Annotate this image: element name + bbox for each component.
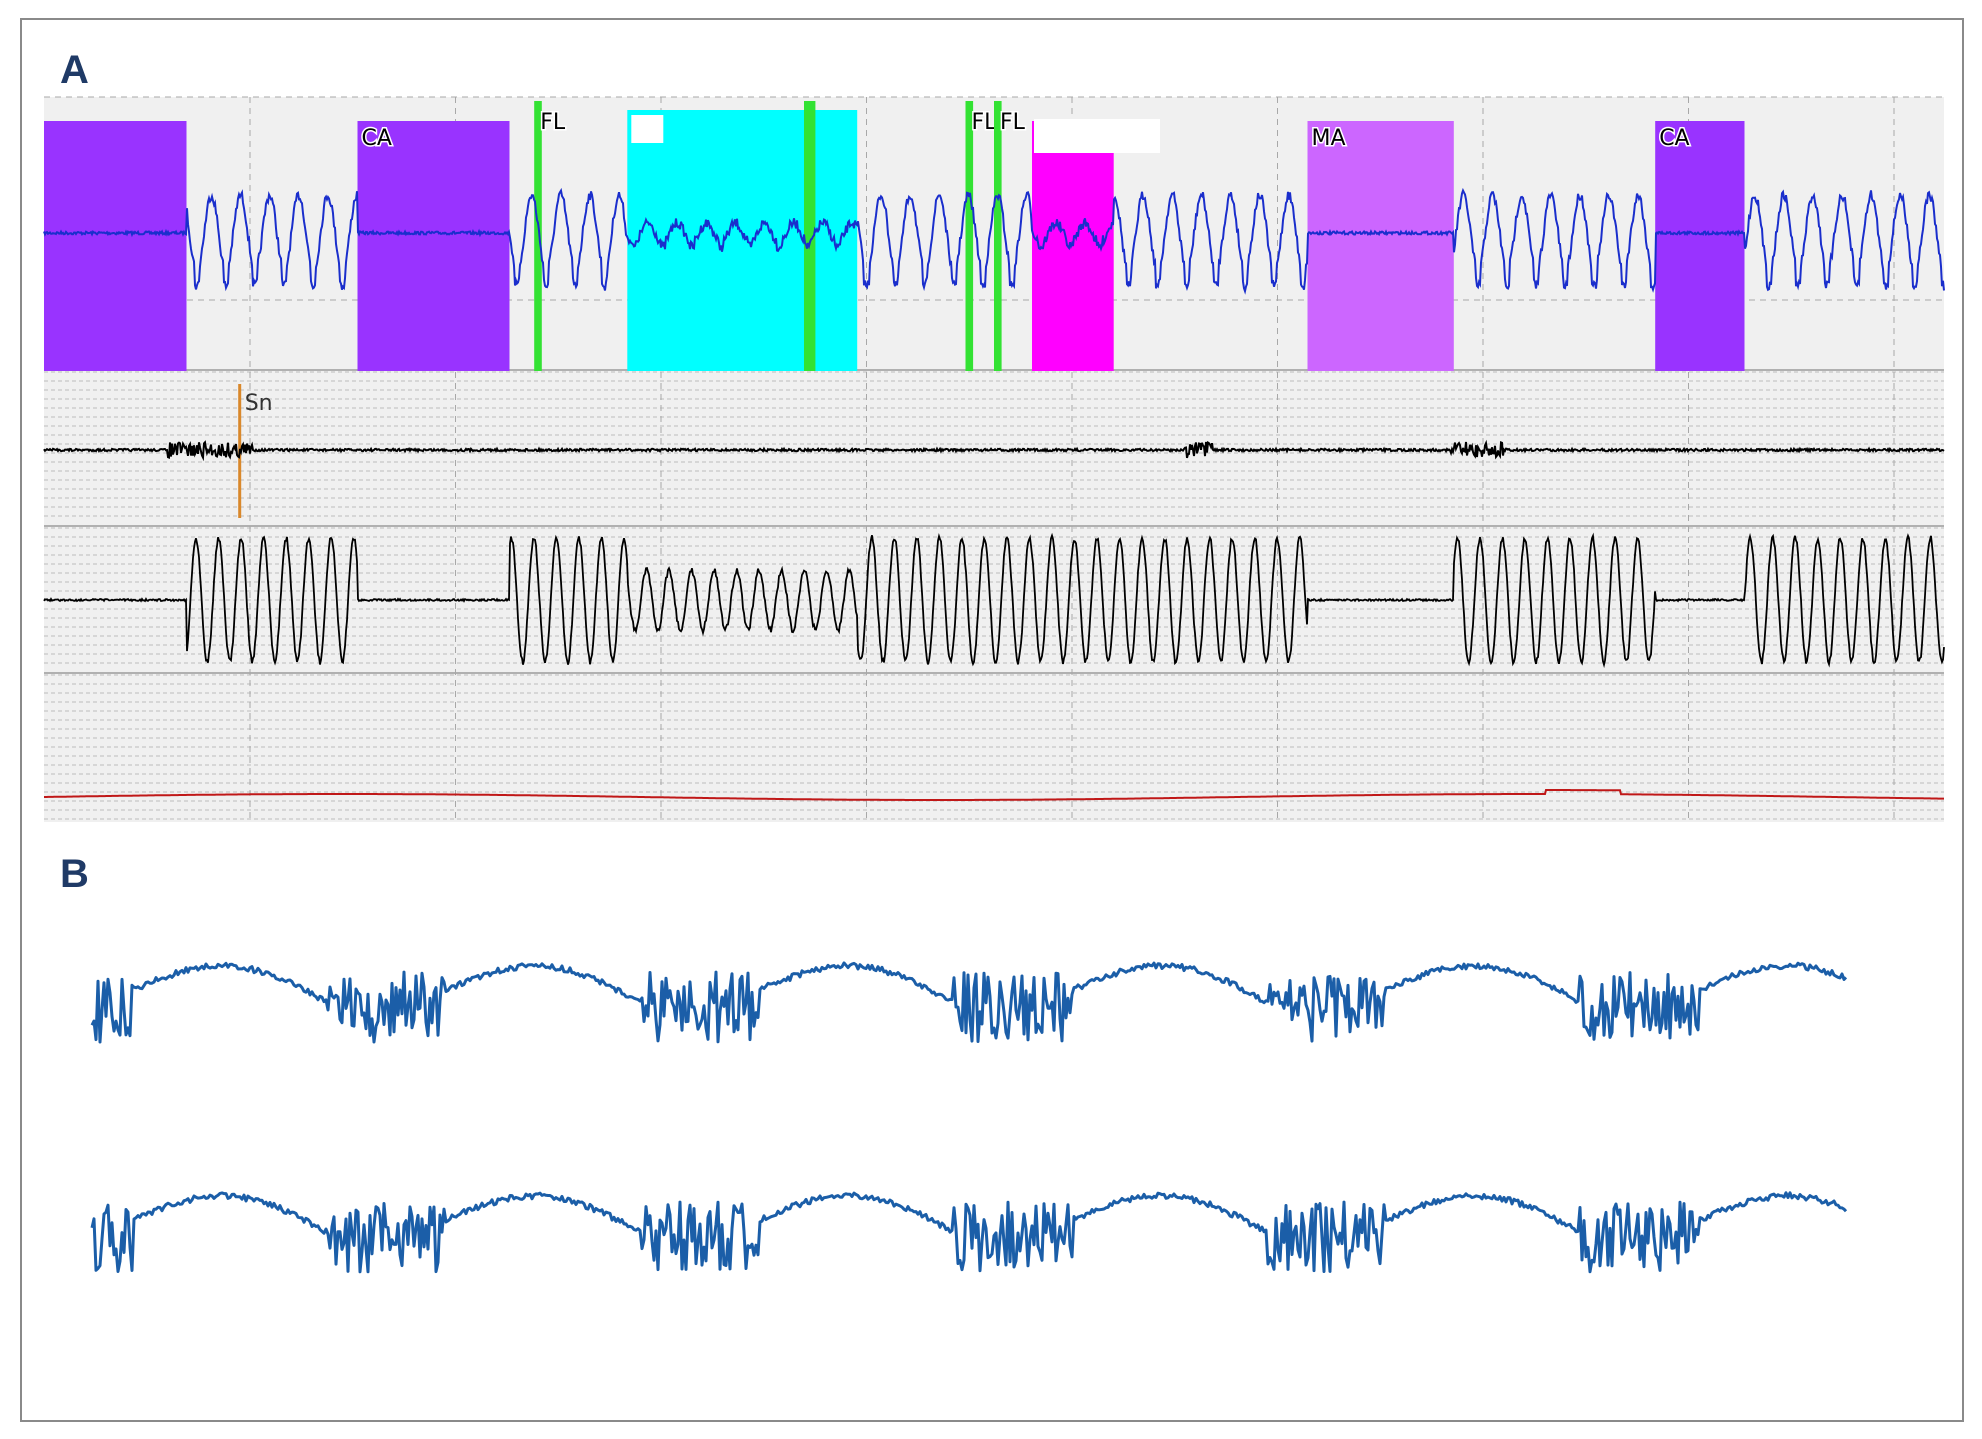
event-label: MA: [1312, 126, 1346, 151]
flow-limitation-marker: [994, 101, 1002, 371]
event-block-central-apnea: [1655, 121, 1745, 371]
airflow-trace: [43, 187, 1945, 295]
panel-b-upper-trace: [90, 961, 1848, 1044]
event-label: FL: [1000, 110, 1026, 135]
event-label: FL: [540, 110, 566, 135]
flow-limitation-marker: [534, 101, 542, 371]
panel-label-b: B: [60, 852, 89, 896]
panel-b-lower-trace: [90, 1191, 1848, 1274]
event-label-box: [1034, 119, 1160, 153]
figure-border: [20, 18, 1964, 1422]
spo2-trace: [44, 789, 1944, 801]
event-label: FL: [972, 110, 998, 135]
event-block-central-apnea: [44, 121, 187, 371]
effort-trace: [43, 532, 1945, 669]
flow-limitation-marker: [965, 101, 974, 371]
event-label: CA: [362, 126, 392, 151]
event-block-mixed-apnea: [1307, 121, 1454, 371]
snore-trace: [43, 439, 1945, 462]
event-label: CA: [1659, 126, 1689, 151]
event-block-central-apnea: [357, 121, 510, 371]
panel-label-a: A: [60, 48, 89, 92]
panel-b: [90, 961, 1848, 1274]
flow-limitation-marker: [804, 101, 816, 371]
event-label-box: [631, 115, 664, 143]
snore-marker-label: Sn: [245, 391, 273, 416]
